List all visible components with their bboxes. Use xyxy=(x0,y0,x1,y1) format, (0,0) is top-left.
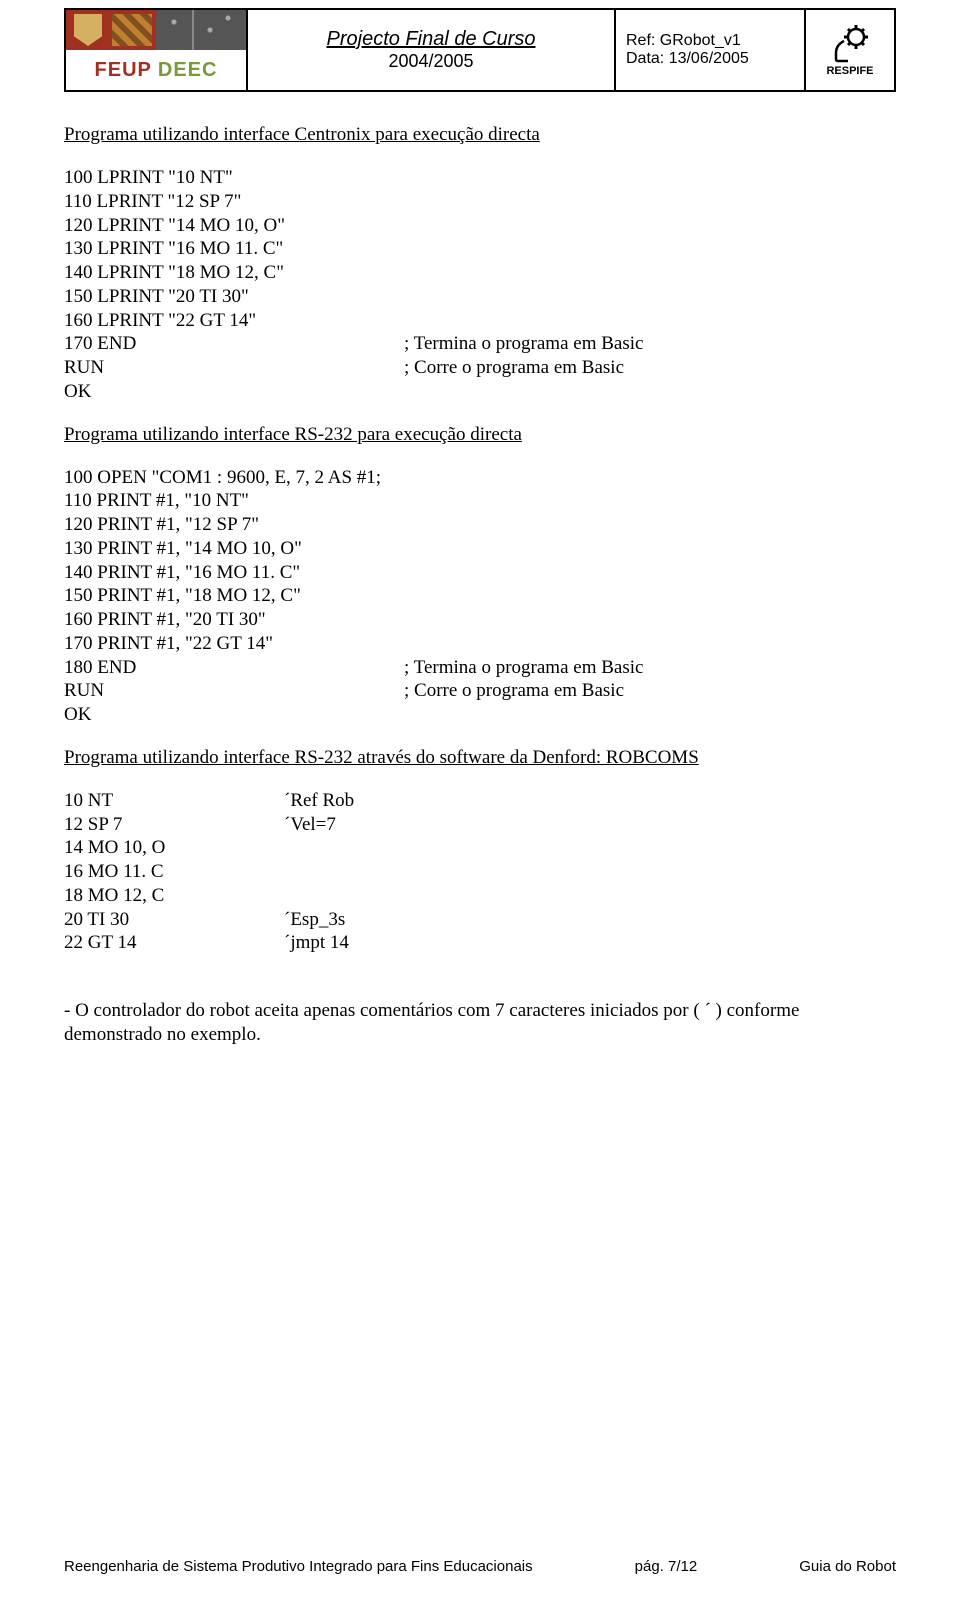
code-line: 110 PRINT #1, "10 NT" xyxy=(64,489,896,513)
footer-page-total: /12 xyxy=(676,1558,697,1575)
code-row: 20 TI 30 ´Esp_3s xyxy=(64,908,896,932)
ref-label: Ref: xyxy=(626,32,660,49)
section3-code: 10 NT ´Ref Rob 12 SP 7 ´Vel=7 14 MO 10, … xyxy=(64,789,896,955)
code-cmd: 18 MO 12, C xyxy=(64,884,284,908)
code-cmd: 14 MO 10, O xyxy=(64,836,284,860)
date-value: 13/06/2005 xyxy=(669,50,749,67)
gear-icon xyxy=(830,23,870,63)
code-cmd: RUN xyxy=(64,679,404,703)
code-line: 110 LPRINT "12 SP 7" xyxy=(64,190,896,214)
header-right-logo-cell: RESPIFE xyxy=(805,9,895,91)
respife-text: RESPIFE xyxy=(826,65,873,77)
code-row: 14 MO 10, O xyxy=(64,836,896,860)
doc-title: Projecto Final de Curso xyxy=(258,28,604,51)
code-row: 16 MO 11. C xyxy=(64,860,896,884)
footer-left: Reengenharia de Sistema Produtivo Integr… xyxy=(64,1558,533,1575)
code-cmd: OK xyxy=(64,380,404,404)
circuit-icon xyxy=(156,10,246,50)
header-title-cell: Projecto Final de Curso 2004/2005 xyxy=(247,9,615,91)
feup-logo-text: FEUP xyxy=(95,59,152,82)
code-line: 120 LPRINT "14 MO 10, O" xyxy=(64,214,896,238)
section3-title: Programa utilizando interface RS-232 atr… xyxy=(64,747,896,769)
footer-right: Guia do Robot xyxy=(799,1558,896,1575)
code-comment: ; Corre o programa em Basic xyxy=(404,679,624,703)
deec-logo-text: DEEC xyxy=(158,59,218,82)
code-comment: ´jmpt 14 xyxy=(284,931,349,955)
code-line: 140 LPRINT "18 MO 12, C" xyxy=(64,261,896,285)
code-line: 130 LPRINT "16 MO 11. C" xyxy=(64,237,896,261)
code-row: 22 GT 14 ´jmpt 14 xyxy=(64,931,896,955)
code-row: RUN ; Corre o programa em Basic xyxy=(64,356,896,380)
footer-page-prefix: pág. xyxy=(635,1558,668,1575)
code-cmd: 180 END xyxy=(64,656,404,680)
note-paragraph: - O controlador do robot aceita apenas c… xyxy=(64,999,896,1047)
code-row: 12 SP 7 ´Vel=7 xyxy=(64,813,896,837)
code-row: 180 END ; Termina o programa em Basic xyxy=(64,656,896,680)
code-line: 170 PRINT #1, "22 GT 14" xyxy=(64,632,896,656)
code-line: 120 PRINT #1, "12 SP 7" xyxy=(64,513,896,537)
code-comment: ´Esp_3s xyxy=(284,908,345,932)
doc-year: 2004/2005 xyxy=(258,51,604,72)
code-row: 10 NT ´Ref Rob xyxy=(64,789,896,813)
code-cmd: RUN xyxy=(64,356,404,380)
code-line: 150 LPRINT "20 TI 30" xyxy=(64,285,896,309)
code-row: OK xyxy=(64,703,896,727)
code-row: OK xyxy=(64,380,896,404)
date-label: Data: xyxy=(626,50,669,67)
code-line: 160 LPRINT "22 GT 14" xyxy=(64,309,896,333)
code-cmd: 20 TI 30 xyxy=(64,908,284,932)
code-cmd: OK xyxy=(64,703,404,727)
code-comment: ; Corre o programa em Basic xyxy=(404,356,624,380)
code-cmd: 10 NT xyxy=(64,789,284,813)
code-comment: ; Termina o programa em Basic xyxy=(404,332,643,356)
section2-title: Programa utilizando interface RS-232 par… xyxy=(64,424,896,446)
footer-center: pág. 7/12 xyxy=(533,1558,800,1575)
shield-icon xyxy=(66,10,156,50)
header-table: FEUP DEEC Projecto Final de Curso 2004/2… xyxy=(64,8,896,92)
code-cmd: 170 END xyxy=(64,332,404,356)
header-ref-cell: Ref: GRobot_v1 Data: 13/06/2005 xyxy=(615,9,805,91)
ref-value: GRobot_v1 xyxy=(660,32,741,49)
code-row: 18 MO 12, C xyxy=(64,884,896,908)
section1-title: Programa utilizando interface Centronix … xyxy=(64,124,896,146)
code-comment: ´Vel=7 xyxy=(284,813,336,837)
code-cmd: 12 SP 7 xyxy=(64,813,284,837)
code-line: 100 OPEN "COM1 : 9600, E, 7, 2 AS #1; xyxy=(64,466,896,490)
code-line: 150 PRINT #1, "18 MO 12, C" xyxy=(64,584,896,608)
code-line: 160 PRINT #1, "20 TI 30" xyxy=(64,608,896,632)
code-row: 170 END ; Termina o programa em Basic xyxy=(64,332,896,356)
code-row: RUN ; Corre o programa em Basic xyxy=(64,679,896,703)
code-line: 100 LPRINT "10 NT" xyxy=(64,166,896,190)
header-left-logo-cell: FEUP DEEC xyxy=(65,9,247,91)
code-cmd: 22 GT 14 xyxy=(64,931,284,955)
code-line: 130 PRINT #1, "14 MO 10, O" xyxy=(64,537,896,561)
code-comment: ´Ref Rob xyxy=(284,789,354,813)
code-comment: ; Termina o programa em Basic xyxy=(404,656,643,680)
code-cmd: 16 MO 11. C xyxy=(64,860,284,884)
code-line: 140 PRINT #1, "16 MO 11. C" xyxy=(64,561,896,585)
section2-code: 100 OPEN "COM1 : 9600, E, 7, 2 AS #1; 11… xyxy=(64,466,896,727)
section1-code: 100 LPRINT "10 NT" 110 LPRINT "12 SP 7" … xyxy=(64,166,896,404)
footer: Reengenharia de Sistema Produtivo Integr… xyxy=(64,1557,896,1575)
